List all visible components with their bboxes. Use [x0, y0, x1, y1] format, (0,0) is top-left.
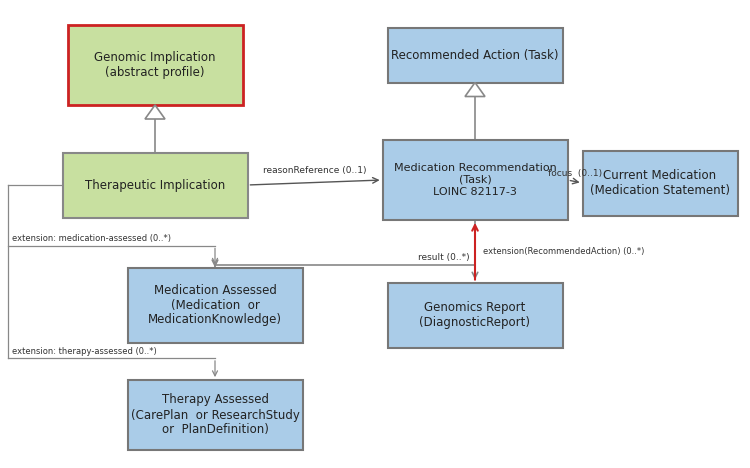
Text: Therapeutic Implication: Therapeutic Implication: [85, 178, 225, 191]
Text: Genomic Implication
(abstract profile): Genomic Implication (abstract profile): [94, 51, 216, 79]
Polygon shape: [145, 105, 165, 119]
Polygon shape: [465, 82, 485, 96]
FancyBboxPatch shape: [128, 380, 302, 450]
FancyBboxPatch shape: [583, 151, 737, 215]
FancyBboxPatch shape: [382, 140, 568, 220]
Text: focus  (0..1): focus (0..1): [548, 169, 602, 178]
Text: Medication Recommendation
(Task)
LOINC 82117-3: Medication Recommendation (Task) LOINC 8…: [394, 163, 556, 197]
FancyBboxPatch shape: [68, 25, 242, 105]
Text: extension(RecommendedAction) (0..*): extension(RecommendedAction) (0..*): [483, 247, 644, 256]
Text: Genomics Report
(DiagnosticReport): Genomics Report (DiagnosticReport): [419, 301, 530, 329]
Text: reasonReference (0..1): reasonReference (0..1): [263, 166, 367, 175]
FancyBboxPatch shape: [388, 283, 562, 348]
Text: result (0..*): result (0..*): [419, 253, 470, 262]
Text: Recommended Action (Task): Recommended Action (Task): [392, 49, 559, 61]
Text: extension: therapy-assessed (0..*): extension: therapy-assessed (0..*): [12, 347, 157, 356]
FancyBboxPatch shape: [388, 28, 562, 82]
Text: Current Medication
(Medication Statement): Current Medication (Medication Statement…: [590, 169, 730, 197]
Text: Medication Assessed
(Medication  or
MedicationKnowledge): Medication Assessed (Medication or Medic…: [148, 284, 282, 327]
Text: Therapy Assessed
(CarePlan  or ResearchStudy
or  PlanDefinition): Therapy Assessed (CarePlan or ResearchSt…: [130, 394, 299, 437]
FancyBboxPatch shape: [128, 268, 302, 343]
FancyBboxPatch shape: [62, 153, 248, 218]
Text: extension: medication-assessed (0..*): extension: medication-assessed (0..*): [12, 234, 171, 243]
